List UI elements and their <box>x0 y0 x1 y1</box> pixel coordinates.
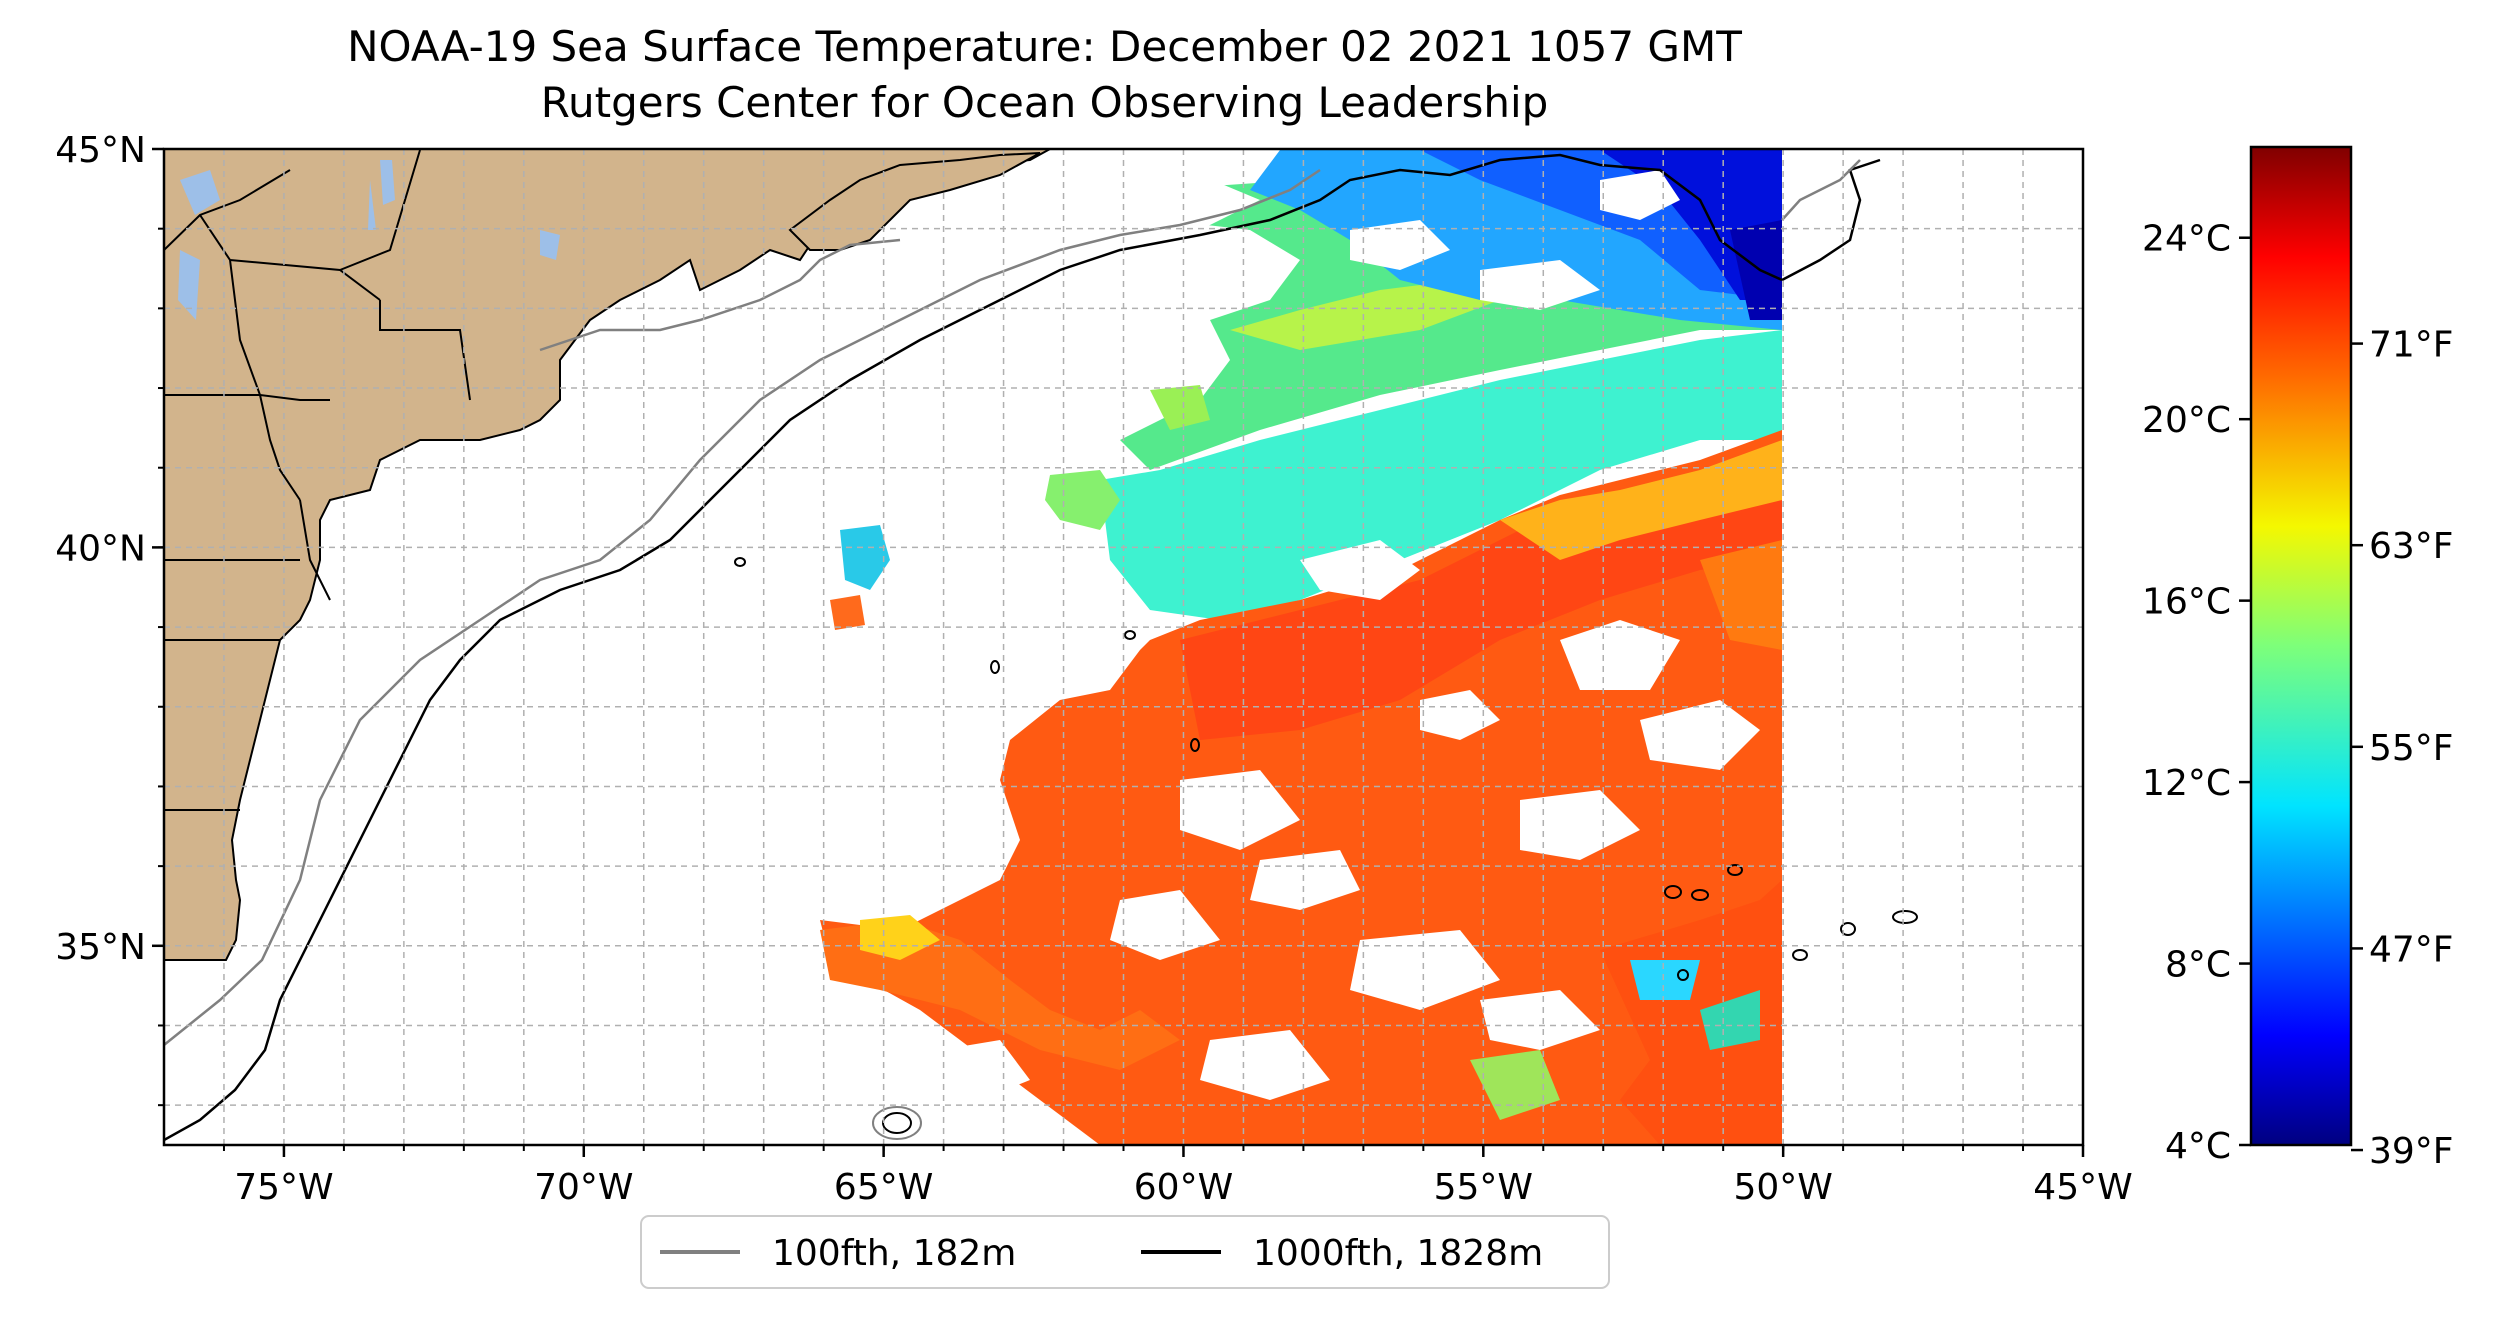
legend-label-1000fth: 1000fth, 1828m <box>1253 1233 1543 1274</box>
fahrenheit-tick-label: 71°F <box>2369 325 2454 366</box>
lat-tick-label: 45°N <box>55 130 146 171</box>
celsius-tick-label: 24°C <box>2142 219 2231 260</box>
colorbar-celsius-ticks: 24°C 20°C 16°C 12°C 8°C 4°C <box>2142 219 2251 1167</box>
map-subtitle: Rutgers Center for Ocean Observing Leade… <box>540 78 1549 127</box>
land-layer <box>164 149 1051 961</box>
lon-tick-label: 60°W <box>1134 1167 1233 1208</box>
lon-tick-label: 55°W <box>1434 1167 1533 1208</box>
fahrenheit-tick-label: 63°F <box>2369 526 2454 567</box>
lon-tick-label: 70°W <box>534 1167 633 1208</box>
fahrenheit-tick-label: 39°F <box>2369 1131 2454 1172</box>
fahrenheit-tick-label: 47°F <box>2369 929 2454 970</box>
legend: 100fth, 182m 1000fth, 1828m <box>640 1215 1610 1289</box>
sst-data-layer <box>820 150 1782 1145</box>
lon-tick-label: 45°W <box>2033 1167 2132 1208</box>
celsius-tick-label: 20°C <box>2142 400 2231 441</box>
celsius-tick-label: 16°C <box>2142 582 2231 623</box>
map-gridlines <box>164 149 2083 1145</box>
longitude-ticks: 75°W 70°W 65°W 60°W 55°W 50°W 45°W <box>234 1145 2133 1208</box>
colorbar <box>2249 145 2353 1147</box>
celsius-tick-label: 8°C <box>2165 945 2231 986</box>
celsius-tick-label: 4°C <box>2165 1126 2231 1167</box>
bathymetry-contours <box>164 153 1918 1142</box>
lon-tick-label: 50°W <box>1733 1167 1832 1208</box>
lat-tick-label: 40°N <box>55 528 146 569</box>
celsius-tick-label: 12°C <box>2142 763 2231 804</box>
lon-tick-label: 75°W <box>234 1167 333 1208</box>
lat-tick-label: 35°N <box>55 927 146 968</box>
map-panel <box>164 149 2083 1145</box>
colorbar-fahrenheit-ticks: 71°F 63°F 55°F 47°F 39°F <box>2351 325 2454 1172</box>
lon-tick-label: 65°W <box>834 1167 933 1208</box>
map-title: NOAA-19 Sea Surface Temperature: Decembe… <box>347 22 1742 71</box>
fahrenheit-tick-label: 55°F <box>2369 728 2454 769</box>
latitude-ticks: 45°N 40°N 35°N <box>55 130 164 968</box>
legend-label-100fth: 100fth, 182m <box>772 1233 1016 1274</box>
